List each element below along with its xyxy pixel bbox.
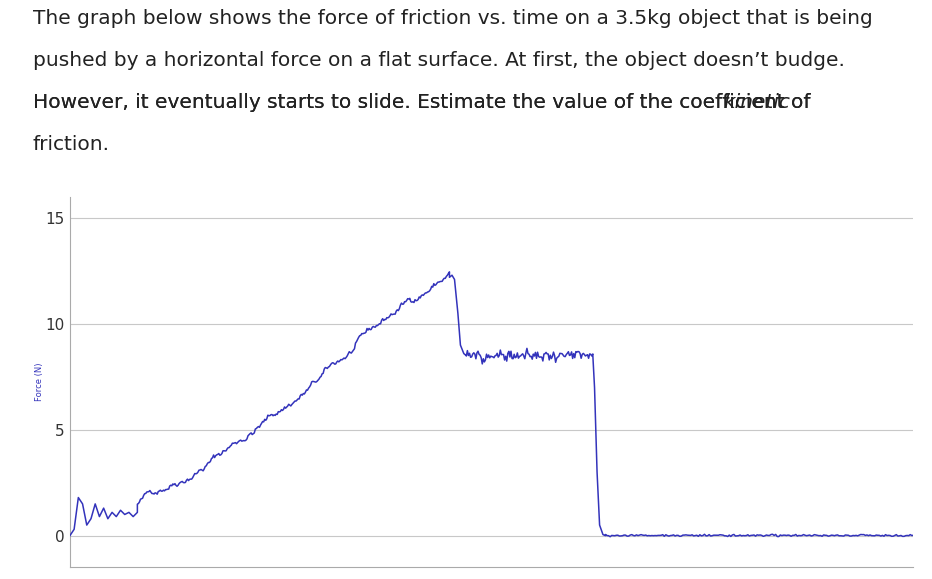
Text: The graph below shows the force of friction vs. time on a 3.5kg object that is b: The graph below shows the force of frict… (33, 9, 872, 28)
Text: However, it eventually starts to slide. Estimate the value of the coefficient of: However, it eventually starts to slide. … (33, 93, 816, 112)
Text: pushed by a horizontal force on a flat surface. At first, the object doesn’t bud: pushed by a horizontal force on a flat s… (33, 51, 844, 70)
Text: However, it eventually starts to slide. Estimate the value of the coefficient of: However, it eventually starts to slide. … (33, 93, 816, 112)
Y-axis label: Force (N): Force (N) (34, 363, 44, 401)
Text: kinetic: kinetic (723, 93, 790, 112)
Text: However, it eventually starts to slide. Estimate the value of the coefficient of: However, it eventually starts to slide. … (33, 93, 884, 112)
Text: friction.: friction. (33, 135, 110, 155)
